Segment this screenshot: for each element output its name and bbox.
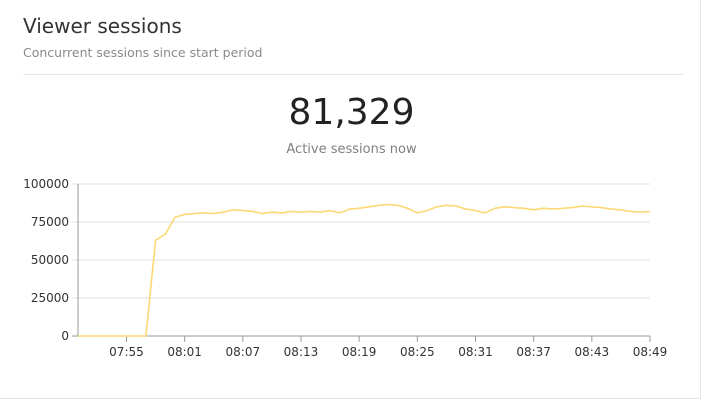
x-tick-label: 07:55	[109, 345, 144, 359]
y-tick-label: 25000	[31, 291, 69, 305]
y-tick-label: 100000	[23, 177, 69, 191]
x-tick-label: 08:25	[400, 345, 435, 359]
active-sessions-label: Active sessions now	[286, 142, 417, 157]
x-tick-label: 08:01	[167, 345, 202, 359]
panel-subtitle: Concurrent sessions since start period	[23, 45, 263, 60]
x-tick-label: 08:19	[342, 345, 377, 359]
y-tick-label: 0	[61, 329, 69, 343]
x-tick-label: 08:31	[458, 345, 493, 359]
x-tick-label: 08:43	[575, 345, 610, 359]
x-tick-label: 08:07	[226, 345, 261, 359]
header-divider	[23, 74, 683, 75]
x-tick-label: 08:37	[516, 345, 551, 359]
active-sessions-value: 81,329	[288, 92, 415, 133]
sessions-series-line	[78, 203, 651, 337]
y-tick-label: 50000	[31, 253, 69, 267]
y-tick-label: 75000	[31, 215, 69, 229]
sessions-line-chart: 0 25000 50000 75000 100000 07:55 08:01 08:07 08:…	[23, 177, 668, 359]
x-tick-label: 08:49	[633, 345, 668, 359]
x-tick-label: 08:13	[284, 345, 319, 359]
panel-title: Viewer sessions	[23, 14, 182, 38]
